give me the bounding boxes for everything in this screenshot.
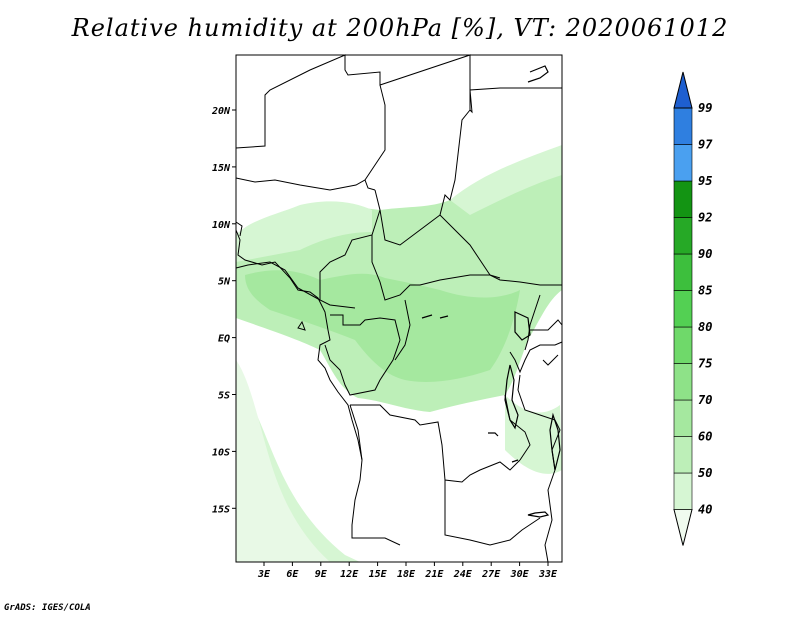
lat-tick-label: 10S — [212, 447, 230, 458]
colorbar-label: 75 — [698, 357, 712, 371]
humidity-region-southwest — [236, 360, 330, 562]
colorbar-lower-triangle — [673, 509, 693, 546]
colorbar-box — [673, 180, 693, 218]
colorbar-box — [673, 253, 693, 291]
colorbar-label: 99 — [698, 101, 712, 115]
inland-water-south — [488, 432, 519, 463]
colorbar-box — [673, 326, 693, 364]
colorbar-box — [673, 217, 693, 255]
lon-tick-label: 12E — [340, 569, 359, 580]
lon-tick-label: 27E — [481, 569, 501, 580]
colorbar-label: 40 — [698, 503, 712, 517]
lake-victoria — [514, 311, 531, 341]
map-title: Relative humidity at 200hPa [%], VT: 202… — [71, 14, 729, 42]
colorbar-upper-triangle — [673, 71, 693, 109]
lon-tick-label: 30E — [510, 569, 530, 580]
lat-tick-label: 5N — [218, 277, 231, 288]
colorbar: 40 50 60 70 75 80 85 90 92 95 97 99 — [673, 71, 713, 546]
colorbar-label: 97 — [698, 138, 713, 152]
colorbar-label: 95 — [698, 174, 712, 188]
colorbar-label: 70 — [698, 393, 712, 407]
colorbar-label: 60 — [698, 430, 712, 444]
lat-tick-label: 20N — [211, 106, 231, 117]
colorbar-box — [673, 436, 693, 474]
humidity-shading — [236, 145, 562, 562]
humidity-region-core — [245, 270, 520, 382]
lon-tick-label: 9E — [315, 569, 328, 580]
lon-tick-label: 6E — [286, 569, 299, 580]
colorbar-box — [673, 107, 693, 145]
lat-tick-label: 15N — [212, 163, 231, 174]
colorbar-box — [673, 472, 693, 510]
coastline — [235, 221, 363, 461]
humidity-region-north-east — [450, 145, 562, 215]
lon-tick-label: 15E — [369, 569, 388, 580]
colorbar-label: 90 — [698, 247, 712, 261]
country-borders — [235, 54, 563, 563]
map-frame — [235, 54, 563, 563]
river-nile — [527, 65, 549, 83]
lat-tick-label: 10N — [212, 220, 231, 231]
colorbar-box — [673, 290, 693, 328]
colorbar-box — [673, 363, 693, 401]
lake-malawi — [549, 412, 561, 471]
colorbar-label: 92 — [698, 211, 712, 225]
lon-tick-label: 3E — [257, 569, 271, 580]
humidity-region-east — [505, 395, 562, 474]
lake-kariba — [527, 511, 550, 518]
colorbar-label: 85 — [698, 284, 712, 298]
inland-water — [421, 314, 449, 319]
lon-tick-label: 18E — [397, 569, 416, 580]
colorbar-label: 80 — [698, 320, 712, 334]
lon-tick-label: 33E — [538, 569, 558, 580]
lakes — [421, 65, 561, 518]
grads-credit: GrADS: IGES/COLA — [4, 603, 91, 613]
longitude-axis: 3E 6E 9E 12E 15E 18E 21E 24E 27E 30E 33E — [257, 562, 558, 580]
humidity-region-west — [236, 201, 372, 262]
colorbar-label: 50 — [698, 466, 712, 480]
colorbar-box — [673, 144, 693, 182]
lat-tick-label: 5S — [218, 391, 230, 402]
lat-tick-label: 15S — [212, 504, 230, 515]
lake-tanganyika — [504, 364, 519, 430]
colorbar-box — [673, 399, 693, 437]
latitude-axis: 20N 15N 10N 5N EQ 5S 10S 15S — [211, 106, 236, 515]
lon-tick-label: 24E — [453, 569, 473, 580]
lat-tick-label: EQ — [218, 334, 230, 345]
lon-tick-label: 21E — [424, 569, 444, 580]
